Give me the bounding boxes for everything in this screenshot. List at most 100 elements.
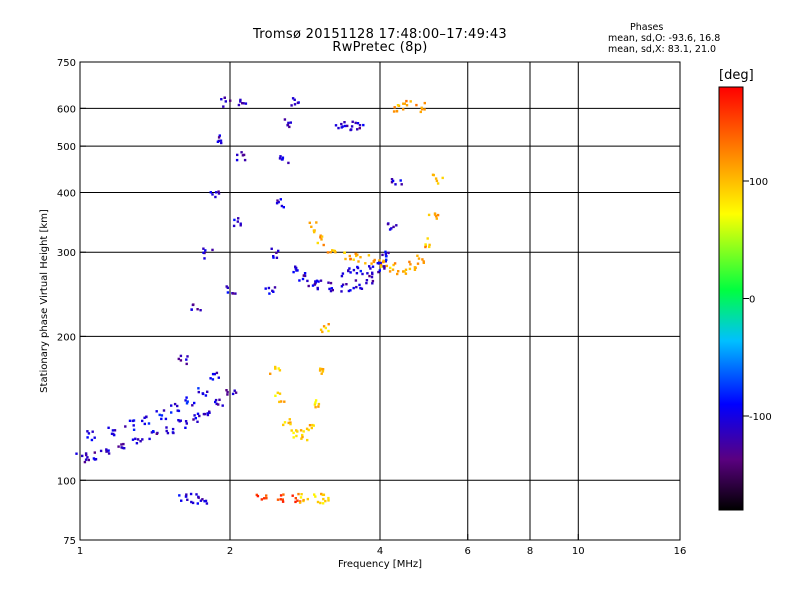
echo-point: [197, 496, 200, 499]
echo-point: [160, 417, 163, 421]
echo-point: [196, 420, 199, 423]
echo-point: [275, 251, 278, 254]
echo-point: [221, 404, 224, 407]
echo-point: [143, 422, 146, 426]
echo-point: [264, 287, 267, 290]
echo-point: [268, 292, 271, 295]
echo-point: [99, 449, 103, 453]
echo-point: [260, 498, 263, 501]
echo-point: [316, 241, 319, 245]
echo-point: [186, 498, 189, 501]
echo-point: [415, 103, 418, 107]
echo-point: [226, 390, 229, 394]
echo-point: [314, 399, 318, 402]
echo-point: [384, 250, 387, 253]
y-tick-label: 750: [57, 58, 76, 69]
echo-point: [170, 411, 173, 414]
echo-point: [225, 285, 228, 288]
echo-point: [289, 422, 292, 426]
echo-point: [211, 248, 214, 252]
echo-point: [296, 499, 299, 502]
echo-point: [239, 98, 242, 102]
echo-point: [319, 328, 323, 331]
echo-point: [160, 414, 164, 417]
x-axis-label: Frequency [MHz]: [338, 559, 422, 570]
echo-point: [310, 426, 313, 430]
echo-point: [317, 402, 321, 406]
echo-point: [263, 497, 266, 500]
echo-point: [290, 104, 293, 107]
echo-point: [283, 400, 286, 403]
echo-point: [436, 182, 440, 185]
echo-point: [176, 404, 179, 408]
echo-point: [346, 124, 349, 128]
echo-point: [391, 179, 395, 183]
echo-point: [321, 370, 325, 373]
echo-point: [368, 274, 371, 278]
echo-point: [234, 292, 237, 295]
echo-point: [272, 290, 275, 293]
echo-point: [122, 442, 125, 446]
echo-point: [307, 428, 310, 432]
echo-point: [340, 274, 344, 278]
echo-point: [231, 392, 235, 396]
echo-point: [281, 158, 284, 161]
echo-point: [203, 500, 206, 503]
echo-point: [233, 389, 236, 392]
echo-point: [302, 498, 305, 502]
echo-point: [295, 434, 298, 438]
echo-point: [404, 268, 408, 271]
echo-point: [194, 417, 197, 420]
echo-point: [211, 193, 214, 196]
echo-point: [383, 267, 386, 270]
echo-point: [367, 254, 371, 257]
echo-point: [307, 284, 310, 288]
echo-point: [300, 493, 303, 496]
echo-point: [180, 499, 183, 502]
echo-point: [141, 419, 144, 423]
echo-point: [347, 289, 351, 293]
echo-point: [392, 263, 395, 267]
echo-point: [185, 358, 188, 361]
echo-point: [298, 279, 301, 282]
echo-point: [402, 270, 405, 273]
echo-point: [322, 497, 325, 501]
echo-point: [390, 178, 394, 181]
echo-point: [413, 268, 417, 271]
echo-point: [416, 262, 420, 265]
echo-point: [203, 412, 207, 416]
echo-point: [317, 280, 320, 283]
echo-point: [316, 287, 319, 291]
echo-point: [288, 125, 291, 129]
echo-point: [123, 447, 126, 450]
echo-point: [166, 431, 170, 435]
echo-point: [214, 398, 218, 402]
echo-point: [93, 436, 96, 439]
echo-point: [350, 128, 353, 131]
echo-point: [320, 372, 323, 375]
echo-point: [389, 266, 392, 270]
colorbar-tick-label: -100: [749, 412, 772, 423]
echo-point: [81, 454, 84, 458]
echo-point: [213, 372, 216, 376]
echo-point: [197, 387, 200, 390]
echo-point: [402, 102, 405, 105]
echo-point: [276, 498, 280, 501]
echo-point: [313, 282, 317, 286]
chart-subtitle: RwPretec (8p): [332, 40, 428, 55]
echo-point: [208, 411, 211, 414]
echo-point: [341, 125, 344, 128]
echo-point: [311, 423, 314, 427]
echo-point: [234, 391, 238, 394]
echo-point: [286, 123, 290, 127]
echo-point: [312, 229, 316, 232]
echo-point: [318, 369, 322, 372]
echo-point: [313, 403, 317, 406]
echo-point: [107, 449, 110, 452]
echo-point: [359, 269, 362, 273]
echo-point: [145, 415, 148, 418]
echo-point: [385, 264, 388, 268]
echo-point: [424, 243, 427, 246]
echo-point: [328, 287, 331, 291]
echo-point: [84, 458, 88, 461]
